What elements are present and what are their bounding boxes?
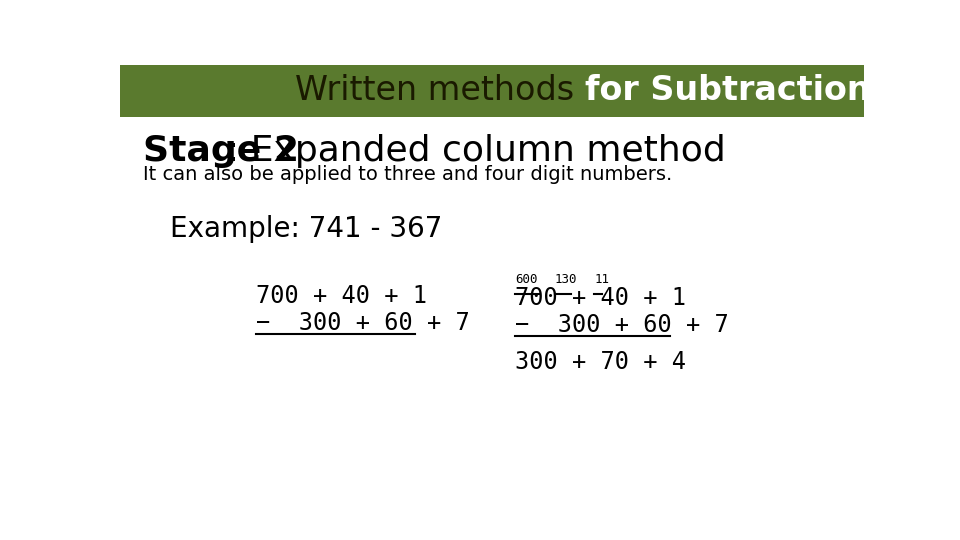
Text: 700 + 40 + 1: 700 + 40 + 1 [255, 284, 426, 308]
Bar [120, 65, 864, 117]
Text: −  300 + 60 + 7: − 300 + 60 + 7 [516, 313, 729, 337]
Text: 700 + 40 + 1: 700 + 40 + 1 [516, 286, 686, 310]
Text: Example: 741 - 367: Example: 741 - 367 [170, 215, 443, 243]
Text: 11: 11 [594, 273, 610, 286]
Text: : Expanded column method: : Expanded column method [227, 134, 726, 168]
Text: It can also be applied to three and four digit numbers.: It can also be applied to three and four… [143, 165, 673, 184]
Text: for Subtraction: for Subtraction [585, 75, 871, 107]
Text: Stage 2: Stage 2 [143, 134, 300, 168]
Text: 600: 600 [516, 273, 538, 286]
Text: 130: 130 [555, 273, 577, 286]
Text: −  300 + 60 + 7: − 300 + 60 + 7 [255, 311, 469, 335]
Text: Written methods: Written methods [296, 75, 585, 107]
Text: 300 + 70 + 4: 300 + 70 + 4 [516, 350, 686, 374]
